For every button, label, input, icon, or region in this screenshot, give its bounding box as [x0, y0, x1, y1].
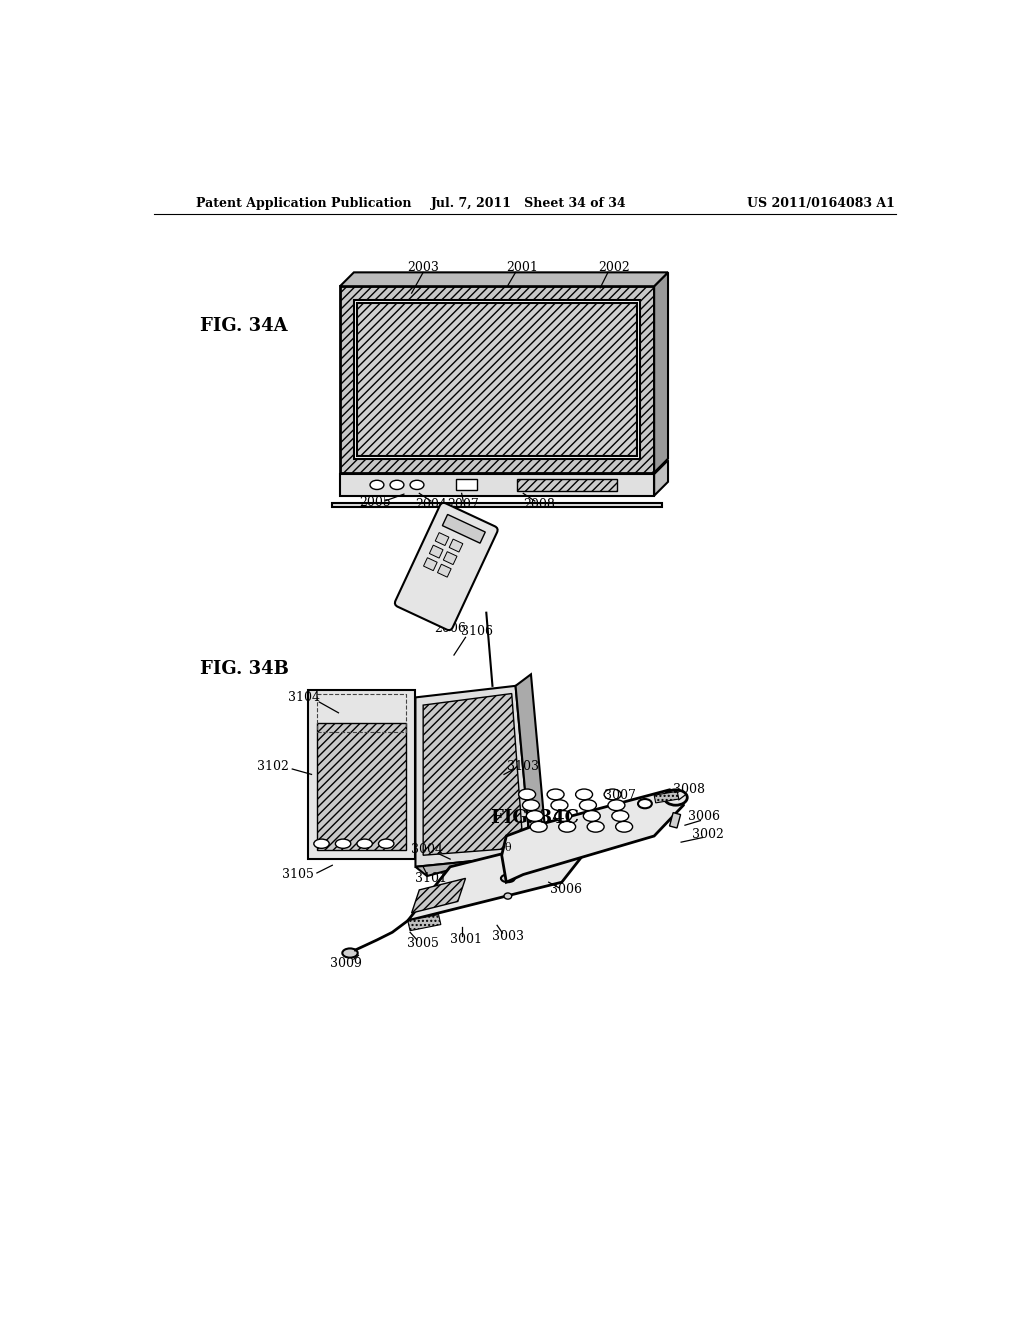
Text: 3002: 3002 [692, 828, 724, 841]
Text: US 2011/0164083 A1: US 2011/0164083 A1 [746, 197, 894, 210]
Ellipse shape [551, 800, 568, 810]
Polygon shape [502, 789, 683, 882]
Bar [354, 300, 640, 459]
Ellipse shape [575, 789, 593, 800]
Bar [435, 532, 449, 545]
Text: 2004: 2004 [415, 499, 446, 511]
Bar [429, 545, 443, 558]
Bar [340, 474, 654, 496]
Text: 3006: 3006 [688, 810, 720, 824]
Polygon shape [408, 915, 441, 931]
Text: 3105: 3105 [283, 869, 314, 880]
Ellipse shape [615, 821, 633, 832]
Ellipse shape [526, 810, 544, 821]
Text: 3003: 3003 [492, 929, 524, 942]
Bar [357, 304, 637, 455]
Text: 3004: 3004 [411, 843, 443, 857]
Ellipse shape [379, 840, 394, 849]
Bar [333, 503, 662, 507]
Ellipse shape [665, 789, 687, 805]
Bar [517, 479, 617, 491]
Ellipse shape [410, 480, 424, 490]
Bar [307, 689, 416, 859]
Ellipse shape [611, 810, 629, 821]
Text: Patent Application Publication: Patent Application Publication [196, 197, 412, 210]
Ellipse shape [638, 799, 652, 808]
Text: 3103: 3103 [507, 760, 540, 774]
Text: 2001: 2001 [506, 261, 538, 275]
Bar [670, 813, 681, 828]
Bar [437, 564, 452, 577]
Text: 3106: 3106 [461, 626, 494, 639]
Text: 3104: 3104 [288, 690, 319, 704]
Bar [316, 723, 407, 850]
Polygon shape [412, 878, 466, 913]
Polygon shape [654, 461, 668, 496]
Text: 3008: 3008 [673, 783, 705, 796]
Text: 3006: 3006 [550, 883, 582, 896]
Ellipse shape [504, 894, 512, 899]
Ellipse shape [313, 840, 330, 849]
Bar [443, 552, 457, 565]
Polygon shape [654, 272, 668, 473]
Ellipse shape [357, 840, 373, 849]
Polygon shape [515, 675, 547, 855]
Bar [424, 558, 437, 570]
Text: 3102: 3102 [257, 760, 289, 774]
Text: Jul. 7, 2011   Sheet 34 of 34: Jul. 7, 2011 Sheet 34 of 34 [431, 197, 627, 210]
Text: 3005: 3005 [408, 937, 439, 950]
Text: θ: θ [505, 842, 511, 853]
Bar [442, 515, 485, 544]
Ellipse shape [518, 789, 536, 800]
Ellipse shape [555, 810, 571, 821]
Polygon shape [654, 792, 679, 803]
Ellipse shape [580, 800, 596, 810]
Ellipse shape [522, 800, 540, 810]
Ellipse shape [608, 800, 625, 810]
Ellipse shape [336, 840, 351, 849]
Bar [450, 539, 463, 552]
Polygon shape [340, 272, 668, 286]
Bar [316, 693, 407, 733]
Text: FIG. 34B: FIG. 34B [200, 660, 289, 678]
Text: 2007: 2007 [447, 499, 479, 511]
Text: 3101: 3101 [415, 871, 446, 884]
Ellipse shape [390, 480, 403, 490]
Bar [456, 479, 477, 490]
Text: FIG. 34C: FIG. 34C [490, 809, 579, 826]
Polygon shape [423, 693, 523, 855]
Text: FIG. 34A: FIG. 34A [200, 317, 288, 335]
Bar [340, 286, 654, 473]
Ellipse shape [559, 821, 575, 832]
Ellipse shape [342, 949, 357, 958]
Text: 3009: 3009 [330, 957, 362, 970]
Text: 2008: 2008 [522, 499, 555, 511]
Polygon shape [408, 829, 604, 921]
Text: 2006: 2006 [434, 622, 466, 635]
Ellipse shape [501, 874, 515, 882]
Text: 2005: 2005 [359, 496, 391, 510]
Polygon shape [416, 843, 547, 876]
Text: 2002: 2002 [598, 261, 630, 275]
Polygon shape [416, 686, 531, 867]
Text: 2003: 2003 [408, 261, 439, 275]
Text: 3007: 3007 [603, 789, 636, 803]
Ellipse shape [370, 480, 384, 490]
Ellipse shape [530, 821, 547, 832]
Ellipse shape [547, 789, 564, 800]
Ellipse shape [587, 821, 604, 832]
FancyBboxPatch shape [395, 503, 498, 630]
Text: 3001: 3001 [450, 933, 481, 946]
Ellipse shape [604, 789, 621, 800]
Ellipse shape [584, 810, 600, 821]
